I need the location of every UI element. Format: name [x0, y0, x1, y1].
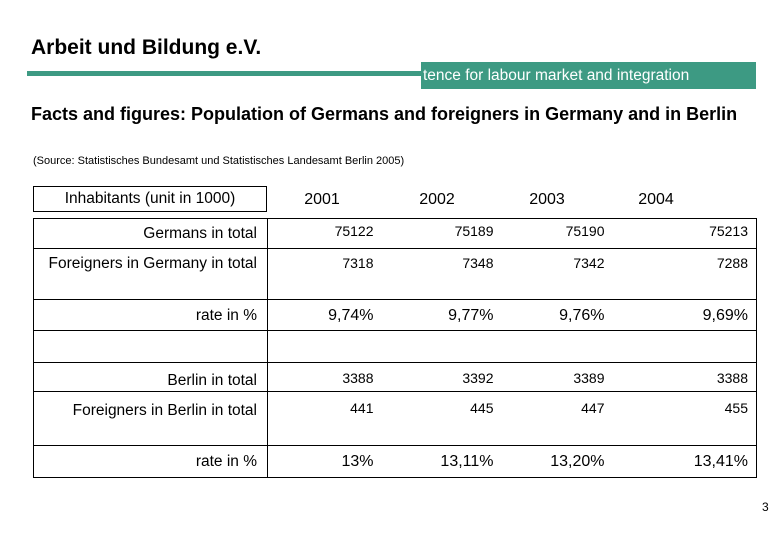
cell-value: 75190 [501, 218, 613, 249]
cell-value [267, 330, 382, 363]
cell-value: 7288 [612, 248, 757, 300]
row-label: Foreigners in Germany in total [33, 248, 268, 300]
header-rule [27, 71, 421, 76]
cell-value: 455 [612, 391, 757, 446]
cell-value: 9,69% [612, 299, 757, 331]
row-label: Germans in total [33, 218, 268, 249]
row-label: rate in % [33, 445, 268, 478]
row-label: Berlin in total [33, 362, 268, 392]
cell-value: 75213 [612, 218, 757, 249]
table-header-label: Inhabitants (unit in 1000) [33, 186, 267, 212]
table-row [33, 330, 757, 363]
population-table: Germans in total 75122 75189 75190 75213… [33, 218, 757, 478]
cell-value: 13% [341, 453, 374, 470]
table-row: Berlin in total 3388 3392 3389 3388 [33, 362, 757, 392]
cell-value: 13,41% [693, 453, 748, 470]
cell-value: 7342 [501, 248, 613, 300]
cell-value: 13,20% [550, 453, 605, 470]
cell-value [381, 330, 502, 363]
cell-value [501, 330, 613, 363]
cell-value: 75189 [381, 218, 502, 249]
row-label: Foreigners in Berlin in total [33, 391, 268, 446]
year-header-2004: 2004 [638, 191, 674, 208]
cell-value: 9,76% [501, 299, 613, 331]
year-header-2002: 2002 [419, 191, 455, 208]
cell-value: 441 [267, 391, 382, 446]
table-row: rate in % 9,74% 9,77% 9,76% 9,69% [33, 299, 757, 331]
cell-value: 3389 [501, 362, 613, 392]
page-number: 3 [762, 500, 769, 514]
cell-value: 447 [501, 391, 613, 446]
year-header-2001: 2001 [304, 191, 340, 208]
cell-value [612, 330, 757, 363]
cell-value: 7318 [267, 248, 382, 300]
table-row: rate in % 13% 13,11% 13,20% 13,41% [33, 445, 757, 478]
cell-value: 445 [381, 391, 502, 446]
slide-headline: Facts and figures: Population of Germans… [31, 104, 738, 124]
source-note: (Source: Statistisches Bundesamt und Sta… [33, 155, 405, 167]
org-title: Arbeit und Bildung e.V. [31, 36, 262, 59]
year-header-2003: 2003 [529, 191, 565, 208]
cell-value: 3392 [381, 362, 502, 392]
row-label: rate in % [33, 299, 268, 331]
row-label [33, 330, 268, 363]
cell-value: 3388 [267, 362, 382, 392]
table-row: Foreigners in Berlin in total 441 445 44… [33, 391, 757, 446]
tagline-text: tence for labour market and integration [423, 67, 690, 84]
cell-value: 75122 [267, 218, 382, 249]
cell-value: 9,74% [267, 299, 382, 331]
cell-value: 7348 [381, 248, 502, 300]
cell-value: 9,77% [381, 299, 502, 331]
table-row: Foreigners in Germany in total 7318 7348… [33, 248, 757, 300]
table-row: Germans in total 75122 75189 75190 75213 [33, 218, 757, 249]
tagline-banner: tence for labour market and integration [421, 62, 756, 89]
cell-value: 13,11% [440, 453, 494, 470]
cell-value: 3388 [612, 362, 757, 392]
